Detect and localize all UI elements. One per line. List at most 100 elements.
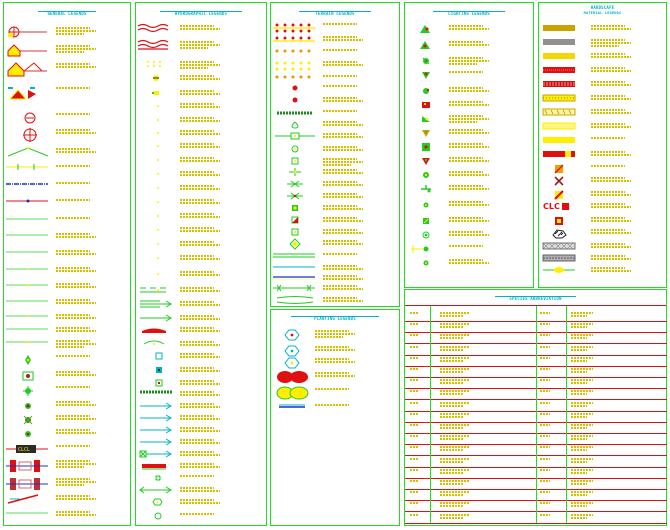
- dot-icon: [136, 128, 172, 140]
- legend-row: [539, 79, 666, 91]
- legend-label: [56, 112, 90, 116]
- table-cell: [440, 345, 470, 351]
- legend-label: [323, 145, 363, 152]
- dot-icon: [136, 211, 172, 223]
- plus-circle-icon: [136, 473, 172, 485]
- panel-title: GENERAL LEGENDS: [4, 8, 130, 17]
- table-cell: [571, 345, 593, 351]
- material-swatch-icon: [539, 135, 579, 147]
- edge-line-icon: [271, 295, 317, 306]
- legend-row: [405, 69, 533, 81]
- legend-label: [591, 24, 631, 31]
- row-end-icon: [4, 509, 48, 521]
- table-cell: [440, 424, 470, 429]
- legend-row: [136, 225, 266, 237]
- ridge-line-icon: [4, 146, 49, 158]
- house-icon: [4, 61, 48, 77]
- legend-label: [56, 26, 96, 36]
- legend-label: [323, 284, 363, 291]
- legend-row: [136, 88, 266, 100]
- legend-label: [323, 48, 357, 52]
- legend-label: [449, 244, 483, 248]
- legend-row: [271, 131, 399, 143]
- red-dot-icon: [271, 95, 317, 107]
- legend-row: [4, 25, 130, 38]
- legend-row: [4, 127, 130, 142]
- legend-label: [323, 84, 357, 88]
- dot-icon: [136, 169, 172, 181]
- legend-label: [323, 239, 363, 246]
- tile-icon: [539, 215, 579, 227]
- legend-row: [4, 427, 130, 439]
- dot-icon: [136, 269, 172, 281]
- material-swatch-icon: [539, 65, 579, 77]
- red-dot-icon: [271, 83, 317, 95]
- legend-label: [449, 200, 489, 207]
- flow-arrow-icon: [136, 413, 176, 425]
- table-cell: [540, 356, 550, 359]
- table-cell: [571, 356, 593, 362]
- table-cell: [440, 502, 470, 508]
- legend-row: [271, 59, 399, 71]
- legend-row: [271, 21, 399, 33]
- legend-row: [405, 23, 533, 35]
- table-cell: [410, 312, 418, 314]
- cross-edge-icon: [271, 283, 317, 295]
- legend-label: [591, 216, 631, 223]
- legend-label: [323, 60, 363, 67]
- diagonal-tile-icon: [539, 189, 579, 201]
- table-cell: [440, 468, 470, 474]
- legend-row: [271, 95, 399, 107]
- table-divider: [566, 305, 567, 523]
- table-cell: [540, 334, 550, 337]
- legend-row: [405, 215, 533, 227]
- legend-row: [405, 155, 533, 167]
- legend-row: [539, 37, 666, 49]
- legend-row: [136, 197, 266, 209]
- legend-label: [180, 366, 220, 373]
- table-cell: [540, 446, 550, 449]
- legend-label: [180, 156, 220, 163]
- red-blob-icon: [271, 370, 311, 383]
- table-cell: [440, 491, 470, 497]
- legend-row: [539, 51, 666, 63]
- legend-row: [4, 85, 130, 100]
- legend-row: [271, 227, 399, 239]
- square-icon: [136, 351, 172, 363]
- blue-line-icon: [271, 273, 317, 285]
- pole-light-icon: [405, 243, 445, 255]
- cyan-line-icon: [271, 263, 317, 275]
- legend-label: [56, 181, 90, 185]
- legend-row: [405, 127, 533, 139]
- legend-label: [56, 428, 96, 435]
- legend-row: [271, 73, 399, 85]
- legend-row: [136, 239, 266, 251]
- legend-row: [136, 511, 266, 523]
- table-row: [405, 512, 667, 524]
- legend-label: [56, 494, 96, 501]
- mound-outline-icon: [136, 339, 172, 351]
- table-cell: [440, 412, 470, 418]
- legend-label: [323, 296, 363, 303]
- cross-flow-icon: [136, 449, 176, 461]
- legend-row: [4, 111, 130, 124]
- legend-row: [405, 39, 533, 51]
- legend-row: [136, 101, 266, 113]
- legend-label: [56, 298, 96, 305]
- legend-row: [4, 43, 130, 57]
- legend-row: [136, 497, 266, 509]
- legend-label: [449, 142, 489, 149]
- material-swatch-icon: [539, 93, 579, 105]
- legend-label: [180, 286, 220, 293]
- arrow-line-icon: [136, 313, 176, 325]
- legend-row: [4, 493, 130, 505]
- figure-icon: [4, 353, 48, 365]
- legend-row: [4, 197, 130, 209]
- legend-label: [56, 414, 96, 421]
- legend-label: [180, 340, 220, 347]
- light-fixture-icon: [405, 215, 445, 227]
- legend-row: [136, 59, 266, 71]
- shrub-hex-icon: [271, 344, 311, 357]
- table-cell: [571, 424, 593, 429]
- table-cell: [410, 334, 418, 337]
